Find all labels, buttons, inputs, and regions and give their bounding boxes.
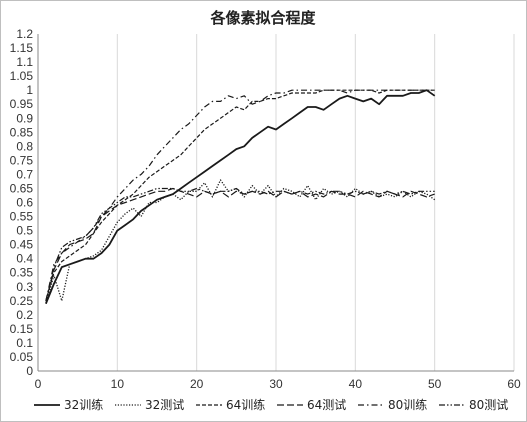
- x-tick-label: 60: [507, 377, 521, 391]
- chart-title: 各像素拟合程度: [209, 9, 316, 27]
- y-tick-label: 0.45: [10, 238, 34, 252]
- grid-layer: [116, 34, 515, 371]
- series-line-6: [45, 187, 435, 304]
- legend: 32训练 32测试 64训练 64测试 80训练 80测试: [34, 397, 508, 412]
- y-tick-label: 1.15: [10, 41, 34, 55]
- y-tick-label: 0.85: [10, 125, 34, 139]
- y-tick-label: 0.1: [16, 336, 33, 350]
- x-tick-label: 0: [35, 377, 42, 391]
- x-tick-label: 40: [349, 377, 363, 391]
- x-tick-label: 10: [111, 377, 125, 391]
- series-line-1: [45, 89, 436, 304]
- y-tick-label: 0.8: [16, 139, 33, 153]
- y-tick-label: 0.75: [10, 153, 34, 167]
- y-tick-label: 0.25: [10, 294, 34, 308]
- y-tick-label: 0.35: [10, 266, 34, 280]
- y-tick-label: 0.7: [16, 167, 33, 181]
- y-tick-label: 0.6: [16, 196, 33, 210]
- y-tick-label: 0.4: [16, 252, 33, 266]
- series-line-4: [45, 187, 435, 301]
- y-tick-label: 0.55: [10, 210, 34, 224]
- y-tick-label: 0.5: [16, 224, 33, 238]
- y-tick-label: 1.2: [16, 27, 33, 41]
- legend-label: 64训练: [226, 397, 265, 412]
- y-tick-label: 1.1: [16, 55, 33, 69]
- legend-label: 64测试: [307, 397, 346, 412]
- y-tick-label: 0.65: [10, 181, 34, 195]
- y-tick-label: 1: [26, 83, 33, 97]
- series-line-5: [45, 89, 435, 301]
- x-tick-label: 20: [190, 377, 204, 391]
- y-tick-label: 1.05: [10, 69, 34, 83]
- series-line-2: [45, 179, 436, 304]
- y-tick-label: 0.9: [16, 111, 33, 125]
- series-layer: [45, 89, 436, 304]
- y-tick-label: 0.05: [10, 350, 34, 364]
- x-tick-label: 50: [428, 377, 442, 391]
- legend-label: 80测试: [469, 397, 508, 412]
- y-tick-label: 0.3: [16, 280, 33, 294]
- y-tick-label: 0.15: [10, 322, 34, 336]
- legend-label: 32测试: [145, 397, 184, 412]
- x-tick-label: 30: [269, 377, 283, 391]
- y-tick-label: 0.95: [10, 97, 34, 111]
- y-tick-label: 0.2: [16, 308, 33, 322]
- legend-label: 32训练: [64, 397, 103, 412]
- legend-label: 80训练: [388, 397, 427, 412]
- y-tick-label: 0: [26, 364, 33, 378]
- axis-layer: 00.050.10.150.20.250.30.350.40.450.50.55…: [10, 27, 521, 391]
